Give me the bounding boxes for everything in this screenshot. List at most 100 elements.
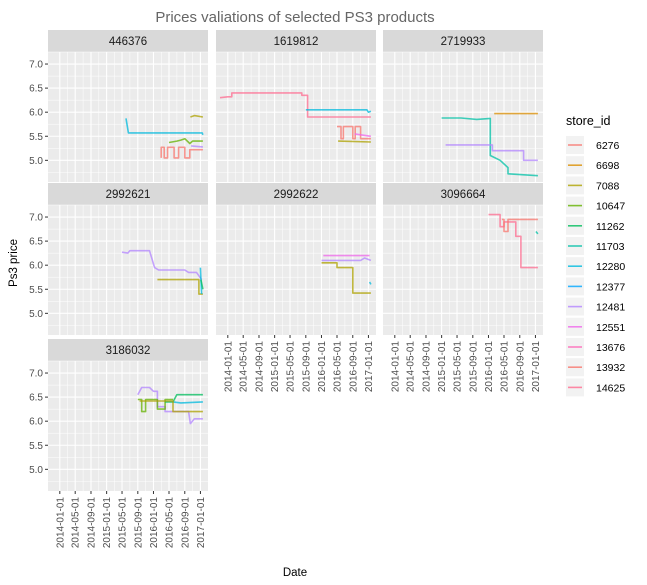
y-tick-label: 5.0 xyxy=(29,156,43,167)
x-tick-label: 2016-05-01 xyxy=(499,341,510,393)
y-tick-label: 5.5 xyxy=(29,441,43,452)
legend-item-label: 12377 xyxy=(596,281,625,293)
x-tick-label: 2014-05-01 xyxy=(406,341,417,393)
legend-item-label: 6698 xyxy=(596,160,620,172)
legend-item-label: 14625 xyxy=(596,382,625,394)
x-tick-label: 2016-05-01 xyxy=(332,341,343,393)
panel-background xyxy=(48,52,208,182)
facet-strip xyxy=(216,30,376,52)
series-line-store-6276 xyxy=(160,146,203,159)
facet-strip xyxy=(383,183,543,205)
x-tick-label: 2014-01-01 xyxy=(223,341,234,393)
series-line-store-11703 xyxy=(441,117,538,177)
x-tick-label: 2014-09-01 xyxy=(86,497,97,549)
x-tick-label: 2017-01-01 xyxy=(196,497,207,549)
series-line-store-7088 xyxy=(338,140,371,143)
facet-label: 1619812 xyxy=(274,36,319,48)
x-tick-label: 2016-01-01 xyxy=(317,341,328,393)
y-axis-title: Ps3 price xyxy=(8,239,20,287)
y-tick-label: 6.5 xyxy=(29,393,43,404)
facet-panel: 3186032 5.0 5.5 6.0 6.5 7.0 2014-01-01 2014-05-… xyxy=(29,339,208,548)
y-tick-label: 7.0 xyxy=(29,60,43,71)
legend-item-label: 6276 xyxy=(596,140,620,152)
facet-panel: 1619812 xyxy=(216,30,376,182)
series-line-store-7088 xyxy=(139,400,203,413)
x-tick-label: 2015-01-01 xyxy=(102,497,113,549)
x-tick-label: 2017-01-01 xyxy=(364,341,375,393)
x-tick-label: 2015-09-01 xyxy=(301,341,312,393)
series-line-store-12280 xyxy=(535,230,539,235)
series-line-store-12481 xyxy=(137,386,203,425)
x-tick-label: 2015-01-01 xyxy=(270,341,281,393)
x-tick-label: 2016-05-01 xyxy=(164,497,175,549)
y-tick-label: 6.0 xyxy=(29,108,43,119)
series-line-store-6698 xyxy=(321,261,371,294)
x-tick-label: 2014-05-01 xyxy=(71,497,82,549)
series-line-store-12481 xyxy=(191,145,203,148)
series-line-store-12280 xyxy=(305,109,372,113)
x-tick-label: 2014-09-01 xyxy=(254,341,265,393)
facet-strip xyxy=(383,30,543,52)
facet-panel: 3096664 2014-01-01 2014-05-01 2014-09-01 201… xyxy=(383,183,543,392)
y-tick-label: 6.0 xyxy=(29,417,43,428)
series-line-store-12377 xyxy=(125,118,204,136)
series-line-store-12551 xyxy=(321,257,372,262)
legend-title: store_id xyxy=(566,114,611,128)
facet-panel: 2992621 5.0 5.5 6.0 6.5 7.0 xyxy=(29,183,208,335)
legend-item-label: 12551 xyxy=(596,322,625,334)
series-line-store-12377 xyxy=(368,281,372,285)
facet-label: 3186032 xyxy=(106,345,151,357)
series-line-store-12481 xyxy=(445,144,538,162)
x-tick-label: 2014-09-01 xyxy=(421,341,432,393)
series-line-store-12280 xyxy=(172,401,203,404)
y-tick-label: 6.5 xyxy=(29,237,43,248)
series-line-store-11262 xyxy=(168,137,203,145)
series-line-store-12481 xyxy=(121,249,203,281)
x-axis-title: Date xyxy=(283,567,307,579)
chart-title: Prices valiations of selected PS3 produc… xyxy=(155,9,434,26)
facet-strip xyxy=(48,339,208,361)
facet-label: 3096664 xyxy=(441,189,486,201)
y-tick-label: 7.0 xyxy=(29,369,43,380)
legend-item-label: 11703 xyxy=(596,241,625,253)
panel-background xyxy=(383,205,543,335)
facet-label: 446376 xyxy=(109,36,147,48)
x-tick-label: 2016-09-01 xyxy=(348,341,359,393)
facet-strip xyxy=(216,183,376,205)
panel-background xyxy=(383,52,543,182)
legend-item-label: 12481 xyxy=(596,302,625,314)
x-tick-label: 2015-05-01 xyxy=(286,341,297,393)
legend-item-label: 13932 xyxy=(596,362,625,374)
series-line-store-7088 xyxy=(190,114,204,118)
legend-item-label: 11262 xyxy=(596,221,625,233)
facet-panel: 2719933 xyxy=(383,30,543,182)
facet-panels: 446376 5.0 5.5 6.0 6.5 7.0 1619812 2719933 29926… xyxy=(29,30,543,548)
x-tick-label: 2016-09-01 xyxy=(515,341,526,393)
y-tick-label: 6.0 xyxy=(29,261,43,272)
series-line-store-6276 xyxy=(337,125,371,140)
x-tick-label: 2014-05-01 xyxy=(239,341,250,393)
x-tick-label: 2015-01-01 xyxy=(437,341,448,393)
series-line-store-11703 xyxy=(165,393,203,403)
legend-item-label: 12280 xyxy=(596,261,625,273)
legend-item-label: 7088 xyxy=(596,180,620,192)
legend-item-label: 13676 xyxy=(596,342,625,354)
x-tick-label: 2017-01-01 xyxy=(531,341,542,393)
facet-strip xyxy=(48,30,208,52)
facet-strip xyxy=(48,183,208,205)
x-tick-label: 2016-01-01 xyxy=(149,497,160,549)
facet-label: 2992622 xyxy=(274,189,319,201)
x-tick-label: 2016-01-01 xyxy=(484,341,495,393)
legend: store_id 6276 6698 7088 10647 11262 11703 1228… xyxy=(566,114,625,397)
y-tick-label: 5.0 xyxy=(29,465,43,476)
x-tick-label: 2015-05-01 xyxy=(118,497,129,549)
series-line-store-10647 xyxy=(137,398,173,413)
panel-background xyxy=(48,361,208,491)
facet-label: 2719933 xyxy=(441,36,486,48)
x-tick-label: 2014-01-01 xyxy=(55,497,66,549)
x-tick-label: 2015-09-01 xyxy=(133,497,144,549)
series-line-store-12551 xyxy=(354,133,372,138)
x-tick-label: 2015-05-01 xyxy=(453,341,464,393)
facet-panel: 446376 5.0 5.5 6.0 6.5 7.0 xyxy=(29,30,208,182)
